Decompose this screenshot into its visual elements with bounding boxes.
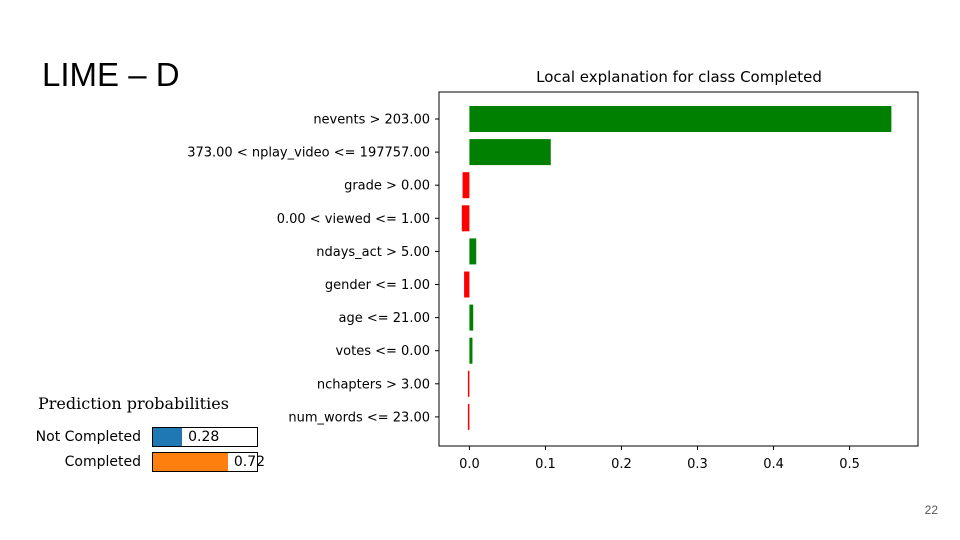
chart-title: Local explanation for class Completed: [536, 68, 822, 86]
bar-8: [469, 337, 473, 364]
prediction-label: Not Completed: [35, 429, 141, 445]
y-tick-labels: nevents > 203.00 373.00 < nplay_video <= …: [187, 113, 439, 425]
prediction-bar-box: 0.28: [152, 427, 258, 447]
prediction-probabilities-title: Prediction probabilities: [38, 394, 229, 413]
slide-title: LIME – D: [42, 56, 180, 93]
prediction-bar-box: 0.72: [152, 452, 265, 472]
page-number: 22: [924, 503, 938, 517]
y-tick-label: nchapters > 3.00: [317, 377, 430, 392]
y-tick-label: 0.00 < viewed <= 1.00: [277, 212, 430, 227]
y-tick-label: votes <= 0.00: [335, 344, 430, 359]
x-tick-label: 0.2: [611, 457, 632, 472]
prediction-row: Not Completed 0.28: [0, 427, 260, 447]
bar-3: [462, 172, 470, 199]
prediction-value: 0.72: [233, 454, 266, 470]
prediction-row: Completed 0.72: [0, 452, 265, 472]
plot-frame: [438, 91, 919, 447]
bar-9: [467, 370, 470, 397]
x-tick-labels: 0.0 0.1 0.2 0.3 0.4 0.5: [459, 446, 860, 472]
y-tick-label: nevents > 203.00: [313, 113, 430, 128]
prediction-bar-fill: [153, 453, 228, 471]
y-tick-label: ndays_act > 5.00: [316, 245, 430, 260]
x-tick-label: 0.1: [535, 457, 556, 472]
bar-7: [469, 304, 474, 331]
bar-6: [464, 271, 470, 298]
bars-layer: [461, 106, 892, 430]
y-tick-label: age <= 21.00: [339, 311, 430, 326]
prediction-label: Completed: [64, 454, 141, 470]
x-tick-label: 0.4: [763, 457, 784, 472]
bar-10: [467, 403, 470, 430]
prediction-bar-fill: [153, 428, 183, 446]
x-tick-label: 0.0: [459, 457, 480, 472]
y-tick-label: grade > 0.00: [344, 179, 430, 194]
bar-5: [469, 238, 477, 265]
y-tick-label: gender <= 1.00: [325, 278, 430, 293]
bar-1: [469, 106, 892, 132]
y-tick-label: 373.00 < nplay_video <= 197757.00: [187, 146, 430, 161]
x-tick-label: 0.5: [839, 457, 860, 472]
bar-4: [461, 205, 470, 232]
x-tick-label: 0.3: [687, 457, 708, 472]
prediction-value: 0.28: [188, 429, 220, 445]
bar-2: [469, 139, 551, 166]
y-tick-label: num_words <= 23.00: [288, 410, 430, 425]
